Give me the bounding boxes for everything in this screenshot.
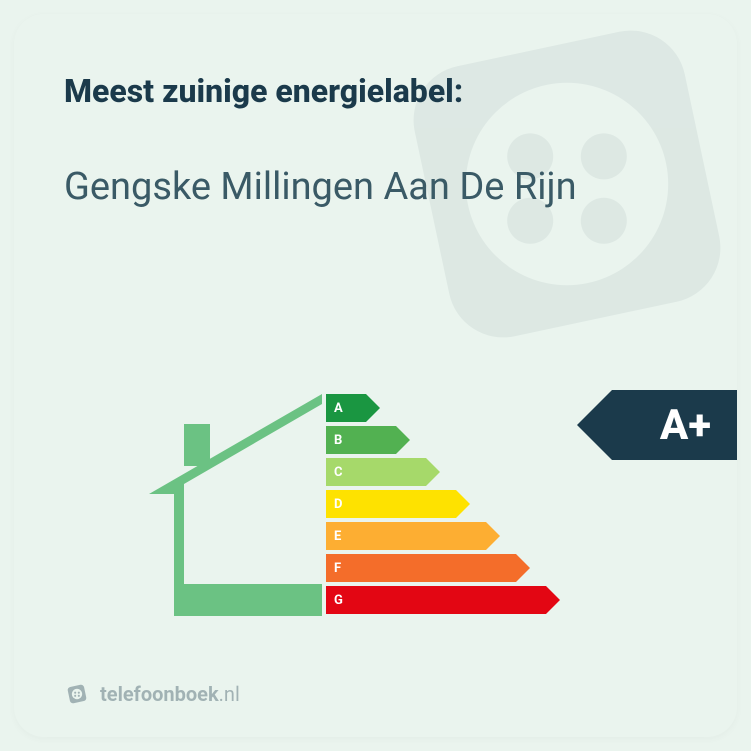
energy-bar: E	[326, 522, 486, 550]
footer-brand: telefoonboek	[100, 682, 219, 706]
house-icon	[144, 384, 324, 629]
energy-bar-row: G	[326, 586, 626, 614]
energy-bar-label: A	[334, 401, 343, 416]
energy-bar: D	[326, 490, 456, 518]
rating-badge: A+	[612, 390, 737, 460]
energy-bar-label: D	[334, 497, 342, 512]
energy-bar-label: E	[334, 529, 341, 544]
energy-diagram: A B C D E F G	[144, 384, 564, 629]
energy-bar-label: F	[334, 561, 341, 576]
subtitle: Gengske Millingen Aan De Rijn	[64, 164, 687, 212]
energy-bar: C	[326, 458, 426, 486]
energy-bar-label: B	[334, 433, 342, 448]
energy-bar: A	[326, 394, 366, 422]
card: Meest zuinige energielabel: Gengske Mill…	[14, 14, 737, 737]
energy-bar: B	[326, 426, 396, 454]
energy-bar-row: D	[326, 490, 626, 518]
footer-logo-icon	[64, 681, 90, 707]
energy-bar-row: C	[326, 458, 626, 486]
energy-bar-row: F	[326, 554, 626, 582]
energy-bar: F	[326, 554, 516, 582]
energy-bar-label: G	[334, 593, 343, 608]
title: Meest zuinige energielabel:	[64, 72, 463, 110]
energy-bar-row: E	[326, 522, 626, 550]
footer: telefoonboek.nl	[64, 681, 240, 707]
energy-bar: G	[326, 586, 546, 614]
footer-text: telefoonboek.nl	[100, 682, 240, 706]
rating-value: A+	[660, 401, 711, 450]
energy-bar-label: C	[334, 465, 343, 480]
footer-tld: .nl	[219, 682, 240, 706]
